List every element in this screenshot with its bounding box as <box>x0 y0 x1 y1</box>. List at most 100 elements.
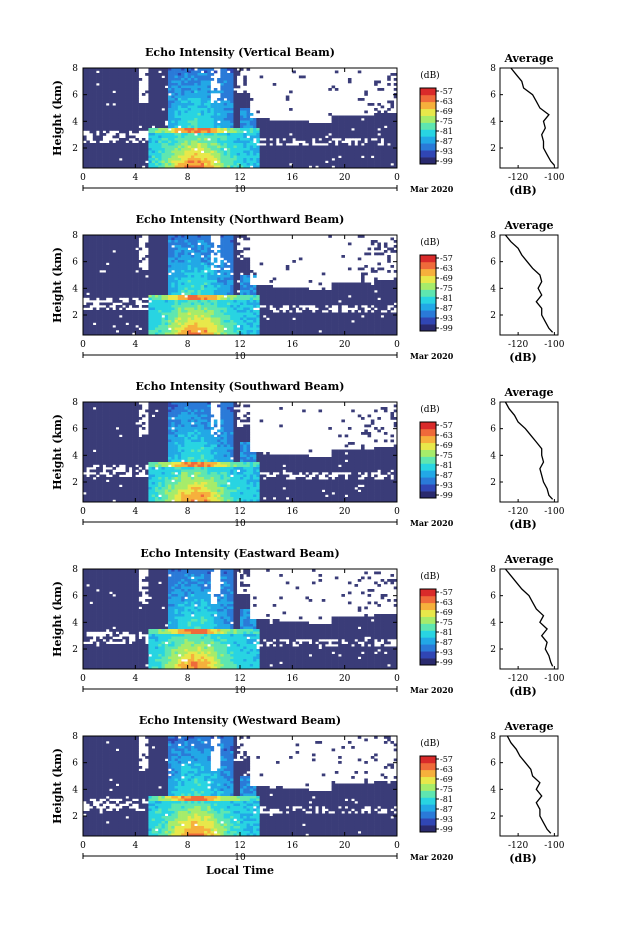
x-tick-label: 12 <box>234 674 245 684</box>
avg-x-tick-label: -120 <box>508 173 528 183</box>
colorbar-swatch <box>420 324 436 332</box>
colorbar-tick-label: -87 <box>440 638 453 647</box>
x-tick-label: 4 <box>132 674 138 684</box>
y-tick-label: 2 <box>72 812 78 822</box>
colorbar-tick-label: -63 <box>440 97 453 106</box>
colorbar-label: (dB) <box>420 738 439 749</box>
colorbar-tick-label: -75 <box>440 284 453 293</box>
colorbar-swatch <box>420 317 436 325</box>
avg-profile-line <box>510 67 555 166</box>
colorbar-tick-label: -69 <box>440 775 453 784</box>
y-tick-label: 6 <box>72 592 78 602</box>
colorbar-tick-label: -75 <box>440 117 453 126</box>
colorbar-tick-label: -99 <box>440 324 453 333</box>
avg-frame <box>499 568 559 670</box>
colorbar-frame <box>419 421 437 499</box>
panel-title: Echo Intensity (Northward Beam) <box>136 213 345 226</box>
avg-x-label: (dB) <box>509 184 536 197</box>
x-tick-label: 12 <box>234 507 245 517</box>
avg-frame <box>499 234 559 336</box>
avg-profile-line <box>504 401 554 500</box>
colorbar-label: (dB) <box>420 404 439 415</box>
avg-y-tick-label: 6 <box>490 258 496 268</box>
panel-2: Echo Intensity (Southward Beam) 8 6 4 2 Heigh… <box>51 380 565 531</box>
colorbar-tick-label: -69 <box>440 107 453 116</box>
y-tick-label: 4 <box>72 117 78 127</box>
y-tick-label: 6 <box>72 759 78 769</box>
avg-title: Average <box>503 386 553 399</box>
colorbar-swatch <box>420 136 436 144</box>
colorbar-swatch <box>420 825 436 833</box>
avg-y-tick-label: 6 <box>490 91 496 101</box>
avg-title: Average <box>503 720 553 733</box>
colorbar-swatch <box>420 790 436 798</box>
colorbar-tick-label: -81 <box>440 628 453 637</box>
avg-y-tick-label: 8 <box>490 398 496 408</box>
avg-x-tick-label: -120 <box>508 674 528 684</box>
avg-y-tick-label: 6 <box>490 592 496 602</box>
avg-x-tick-label: -100 <box>544 340 564 350</box>
avg-x-tick-label: -100 <box>544 841 564 851</box>
colorbar-swatch <box>420 491 436 499</box>
x-tick-label: 20 <box>339 173 351 183</box>
date-tick-label: 10 <box>234 352 246 362</box>
colorbar-swatch <box>420 282 436 290</box>
colorbar-tick-label: -69 <box>440 608 453 617</box>
colorbar-tick-label: -75 <box>440 451 453 460</box>
colorbar-frame <box>419 755 437 833</box>
y-axis-label: Height (km) <box>51 581 64 657</box>
colorbar-swatch <box>420 609 436 617</box>
colorbar-tick-label: -93 <box>440 648 453 657</box>
colorbar-swatch <box>420 456 436 464</box>
colorbar-swatch <box>420 769 436 778</box>
colorbar-swatch <box>420 442 436 450</box>
panel-title: Echo Intensity (Vertical Beam) <box>145 46 335 59</box>
colorbar-tick-label: -63 <box>440 431 453 440</box>
panel-title: Echo Intensity (Westward Beam) <box>139 714 341 727</box>
colorbar-tick-label: -57 <box>440 254 453 263</box>
colorbar-swatch <box>420 310 436 318</box>
colorbar-swatch <box>420 616 436 624</box>
colorbar-swatch <box>420 289 436 297</box>
x-tick-label: 0 <box>80 841 86 851</box>
y-tick-label: 6 <box>72 425 78 435</box>
x-tick-label: 4 <box>132 841 138 851</box>
avg-y-tick-label: 2 <box>490 144 496 154</box>
colorbar-tick-label: -81 <box>440 461 453 470</box>
colorbar-swatch <box>420 623 436 631</box>
x-tick-label: 16 <box>287 173 299 183</box>
colorbar-tick-label: -93 <box>440 314 453 323</box>
colorbar-swatch <box>420 115 436 123</box>
x-tick-label: 0 <box>394 340 400 350</box>
colorbar-swatch <box>420 477 436 485</box>
y-tick-label: 8 <box>72 565 78 575</box>
colorbar-label: (dB) <box>420 237 439 248</box>
colorbar-tick-label: -75 <box>440 785 453 794</box>
y-tick-label: 6 <box>72 258 78 268</box>
colorbar-swatch <box>420 811 436 819</box>
avg-x-label: (dB) <box>509 518 536 531</box>
y-axis-label: Height (km) <box>51 247 64 323</box>
x-tick-label: 0 <box>394 173 400 183</box>
colorbar-tick-label: -75 <box>440 618 453 627</box>
x-tick-label: 12 <box>234 340 245 350</box>
colorbar-tick-label: -57 <box>440 421 453 430</box>
x-tick-label: 8 <box>185 841 191 851</box>
avg-profile-line <box>506 735 552 834</box>
y-axis-label: Height (km) <box>51 748 64 824</box>
avg-y-tick-label: 4 <box>490 117 496 127</box>
x-tick-label: 0 <box>80 507 86 517</box>
colorbar-swatch <box>420 150 436 158</box>
colorbar-tick-label: -93 <box>440 815 453 824</box>
colorbar-swatch <box>420 108 436 116</box>
avg-x-tick-label: -100 <box>544 173 564 183</box>
heatmap-cells <box>83 68 398 169</box>
avg-profile-line <box>504 234 554 333</box>
colorbar-tick-label: -81 <box>440 294 453 303</box>
avg-x-label: (dB) <box>509 351 536 364</box>
colorbar-swatch <box>420 122 436 130</box>
colorbar-tick-label: -57 <box>440 87 453 96</box>
avg-y-tick-label: 8 <box>490 565 496 575</box>
colorbar-swatch <box>420 804 436 812</box>
x-tick-label: 16 <box>287 674 299 684</box>
